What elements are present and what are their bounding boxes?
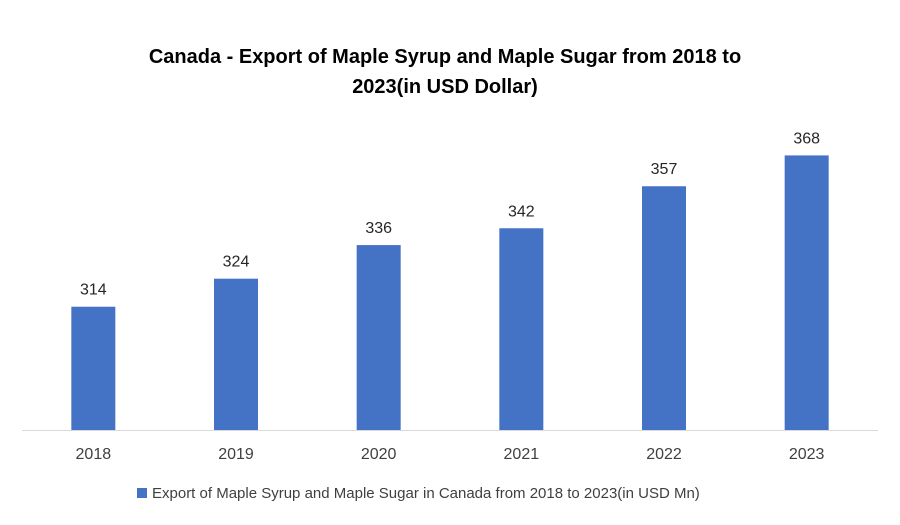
plot-area: 314 2018 324 2019 336 2020 342 2021 357 2022 368 20…	[71, 130, 829, 463]
legend-label: Export of Maple Syrup and Maple Sugar in…	[152, 485, 700, 502]
chart-title-line-1: Canada - Export of Maple Syrup and Maple…	[149, 46, 741, 68]
x-tick-2020: 2020	[361, 446, 397, 463]
bar-2020	[356, 245, 401, 430]
data-label-2018: 314	[80, 282, 107, 299]
data-label-2023: 368	[793, 130, 820, 147]
legend: Export of Maple Syrup and Maple Sugar in…	[137, 485, 700, 502]
bar-2023	[784, 155, 829, 430]
bar-2019	[214, 278, 258, 430]
data-label-2022: 357	[651, 161, 678, 178]
x-tick-2022: 2022	[646, 446, 682, 463]
data-label-2020: 336	[365, 220, 392, 237]
data-label-2021: 342	[508, 203, 535, 220]
bar-2022	[642, 186, 686, 430]
legend-swatch	[137, 488, 147, 498]
bar-2018	[71, 306, 116, 430]
x-tick-2019: 2019	[218, 446, 254, 463]
x-tick-2021: 2021	[504, 446, 540, 463]
data-label-2019: 324	[223, 254, 250, 271]
bar-2021	[499, 228, 544, 430]
chart-title-line-2: 2023(in USD Dollar)	[352, 76, 538, 98]
x-tick-2023: 2023	[789, 446, 825, 463]
x-tick-2018: 2018	[76, 446, 112, 463]
